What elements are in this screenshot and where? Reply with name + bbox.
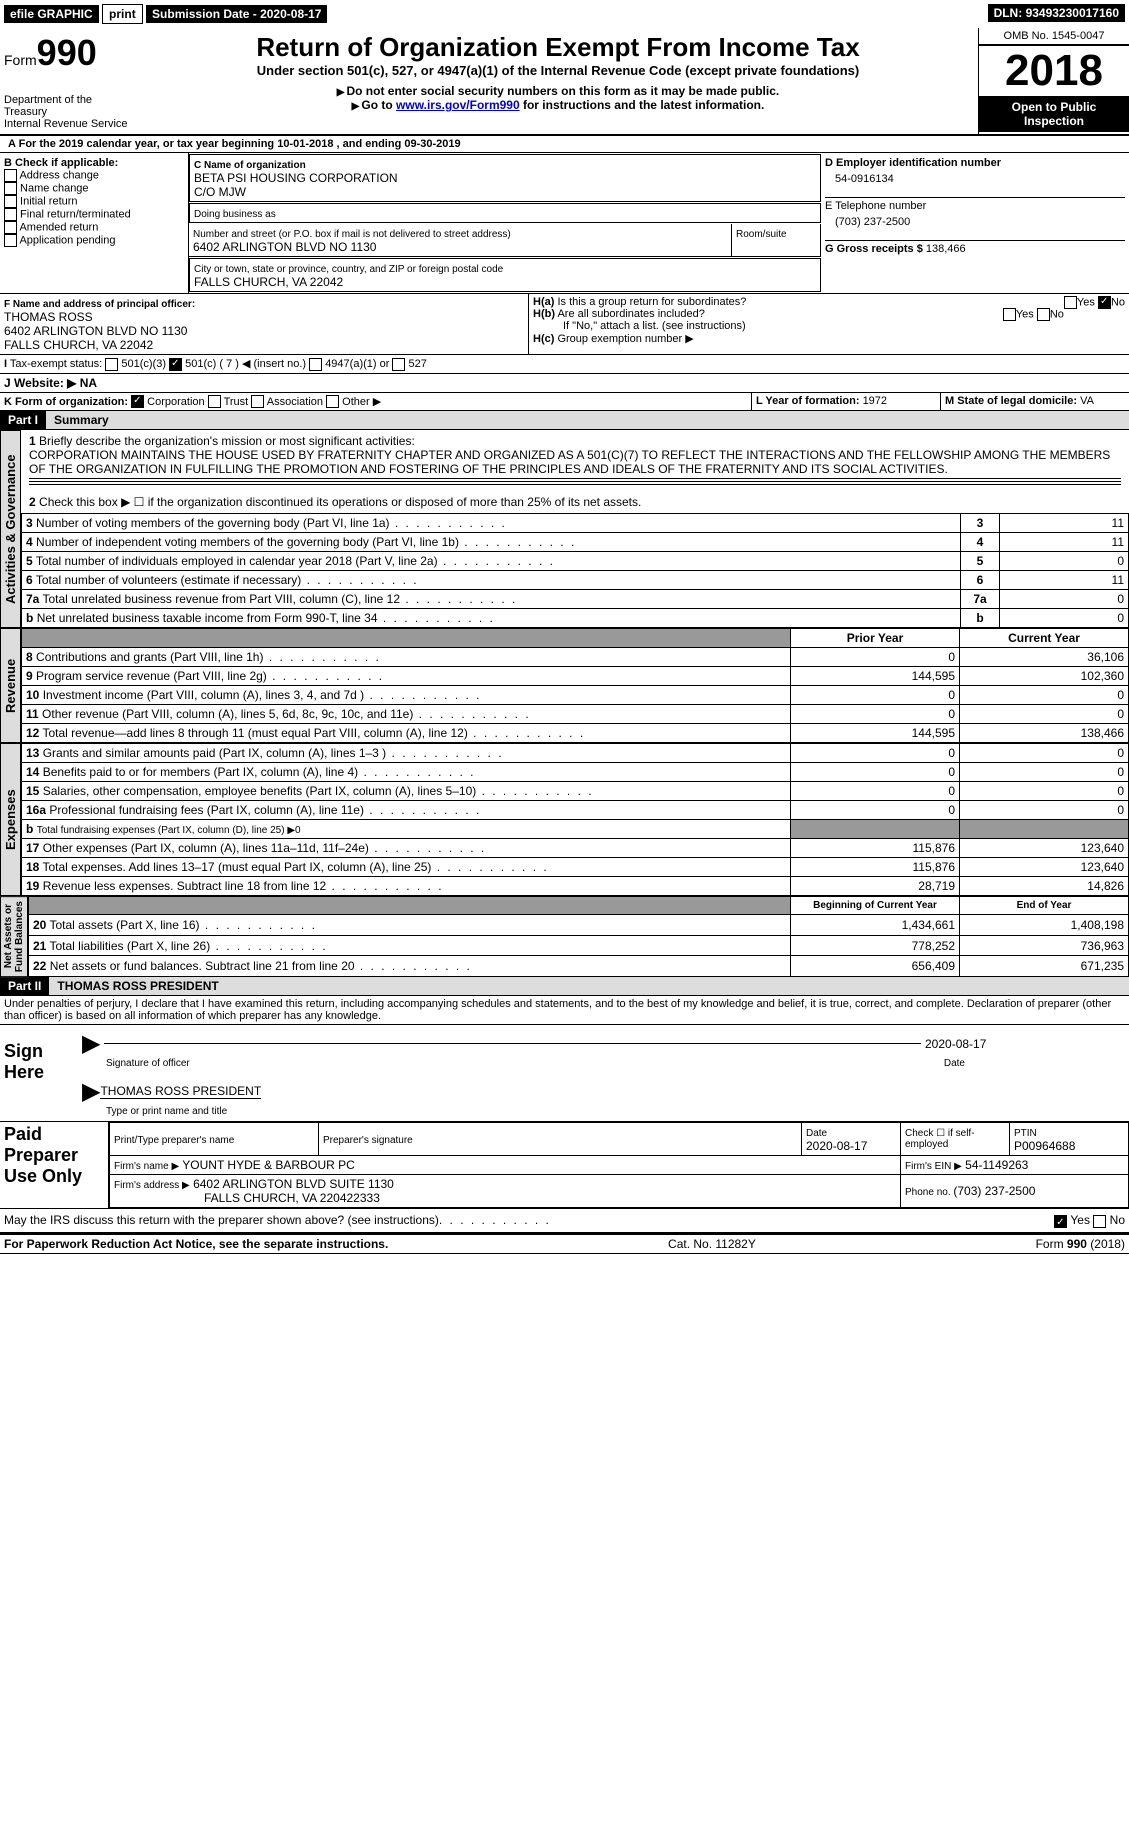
- tax-year: 2018: [979, 45, 1129, 96]
- tax-exempt-status: I Tax-exempt status: 501(c)(3) 501(c) ( …: [0, 355, 1129, 373]
- state-domicile: M State of legal domicile: VA: [941, 393, 1129, 411]
- part1-name: Summary: [46, 411, 1129, 429]
- part2-label: Part II: [0, 977, 49, 995]
- preparer-table: Print/Type preparer's name Preparer's si…: [109, 1122, 1129, 1208]
- footer-left: For Paperwork Reduction Act Notice, see …: [4, 1237, 388, 1251]
- tab-netassets: Net Assets orFund Balances: [0, 896, 28, 977]
- footer-right: Form 990 (2018): [1036, 1237, 1125, 1251]
- perjury-declaration: Under penalties of perjury, I declare th…: [0, 996, 1129, 1025]
- section-h: H(a) Is this a group return for subordin…: [529, 294, 1129, 354]
- date-label: Date: [944, 1058, 965, 1069]
- sig-officer-label: Signature of officer: [106, 1058, 190, 1069]
- ein-value: 54-0916134: [825, 169, 1125, 195]
- gross-receipts: G Gross receipts $ 138,466: [825, 243, 1125, 255]
- sign-here-label: Sign Here: [0, 1025, 78, 1121]
- section-c: C Name of organizationBETA PSI HOUSING C…: [189, 153, 821, 293]
- print-button[interactable]: print: [102, 4, 143, 24]
- officer-name: THOMAS ROSS PRESIDENT: [100, 1084, 261, 1099]
- efile-label: efile GRAPHIC: [4, 5, 99, 23]
- footer-cat: Cat. No. 11282Y: [668, 1237, 756, 1251]
- irs-label: Internal Revenue Service: [4, 118, 134, 130]
- section-f: F Name and address of principal officer:…: [0, 294, 529, 354]
- dln: DLN: 93493230017160: [988, 4, 1125, 22]
- part2-name: THOMAS ROSS PRESIDENT: [49, 977, 1129, 995]
- phone-value: (703) 237-2500: [825, 212, 1125, 238]
- form-subtitle: Under section 501(c), 527, or 4947(a)(1)…: [142, 63, 974, 78]
- sig-date: 2020-08-17: [925, 1037, 1125, 1051]
- website: J Website: ▶ NA: [0, 374, 101, 392]
- discuss-question: May the IRS discuss this return with the…: [4, 1213, 439, 1227]
- line-a: A For the 2019 calendar year, or tax yea…: [0, 136, 465, 152]
- balances-table: Beginning of Current YearEnd of Year 20 …: [28, 896, 1129, 977]
- phone-label: E Telephone number: [825, 200, 1125, 212]
- omb-number: OMB No. 1545-0047: [979, 28, 1129, 45]
- mission-text: CORPORATION MAINTAINS THE HOUSE USED BY …: [29, 448, 1110, 476]
- paid-preparer-label: Paid Preparer Use Only: [0, 1122, 109, 1208]
- note-ssn: Do not enter social security numbers on …: [142, 84, 974, 98]
- tab-governance: Activities & Governance: [0, 430, 21, 628]
- line2: Check this box ▶ ☐ if the organization d…: [39, 495, 641, 509]
- part1-label: Part I: [0, 411, 46, 429]
- open-to-public: Open to Public Inspection: [979, 96, 1129, 132]
- dept-treasury: Department of the Treasury: [4, 94, 134, 118]
- tab-revenue: Revenue: [0, 628, 21, 743]
- ein-label: D Employer identification number: [825, 157, 1125, 169]
- governance-table: 3 Number of voting members of the govern…: [21, 513, 1129, 628]
- form-of-org: K Form of organization: Corporation Trus…: [0, 393, 752, 411]
- form-title: Return of Organization Exempt From Incom…: [142, 32, 974, 63]
- expenses-table: 13 Grants and similar amounts paid (Part…: [21, 743, 1129, 896]
- mission-label: Briefly describe the organization's miss…: [39, 434, 415, 448]
- form-header: Form990 Department of the Treasury Inter…: [0, 28, 1129, 136]
- name-title-label: Type or print name and title: [106, 1106, 227, 1117]
- year-formation: L Year of formation: 1972: [752, 393, 941, 411]
- irs-link[interactable]: www.irs.gov/Form990: [396, 98, 520, 112]
- revenue-table: Prior YearCurrent Year 8 Contributions a…: [21, 628, 1129, 743]
- submission-date: Submission Date - 2020-08-17: [146, 5, 327, 23]
- top-bar: efile GRAPHIC print Submission Date - 20…: [0, 0, 1129, 28]
- form-number: Form990: [4, 32, 134, 74]
- section-b: B Check if applicable: Address change Na…: [0, 153, 189, 293]
- note-goto: Go to www.irs.gov/Form990 for instructio…: [142, 98, 974, 112]
- tab-expenses: Expenses: [0, 743, 21, 896]
